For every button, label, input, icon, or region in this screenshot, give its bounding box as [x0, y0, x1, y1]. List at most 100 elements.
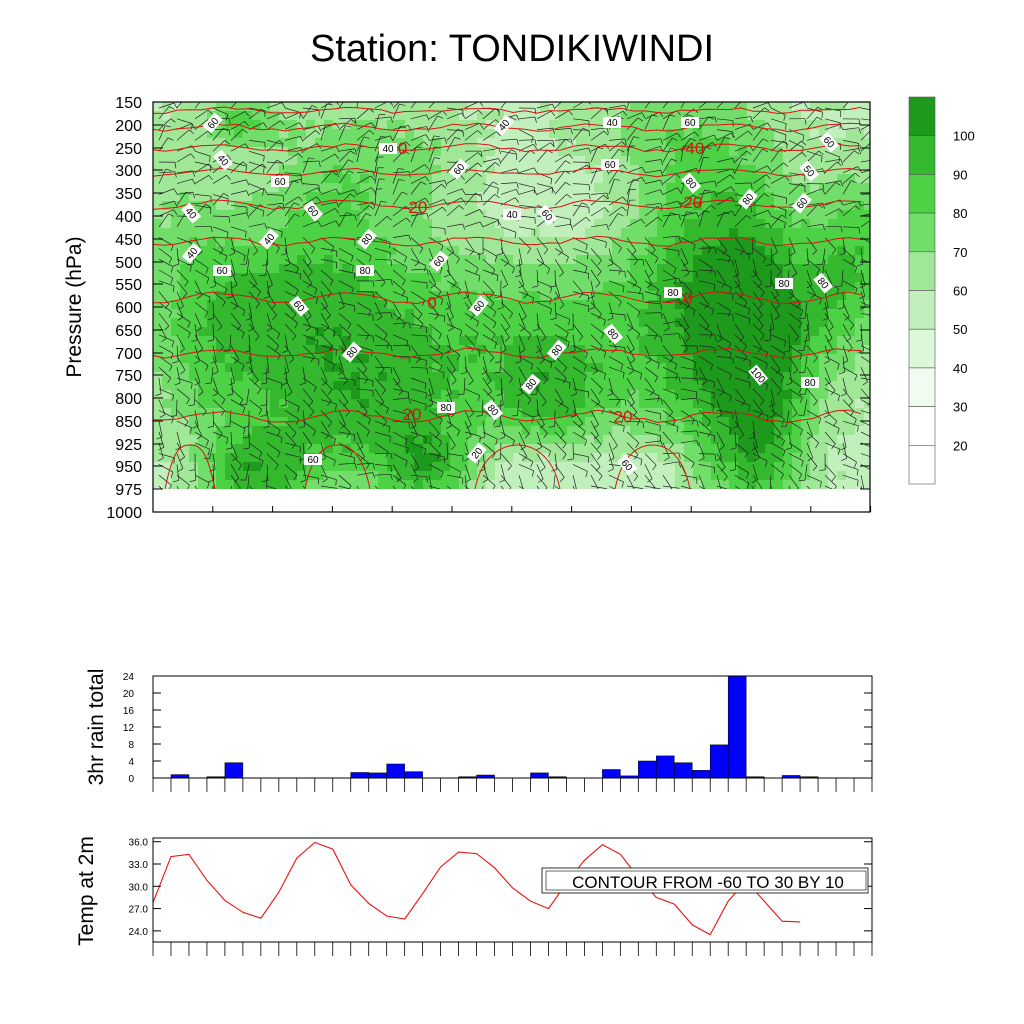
humidity-cell	[306, 372, 316, 382]
wind-barb	[734, 158, 743, 173]
humidity-cell	[693, 156, 703, 166]
wind-barb	[788, 302, 803, 311]
humidity-cell	[639, 219, 649, 229]
wind-barb	[410, 268, 427, 271]
humidity-cell	[360, 444, 370, 454]
wind-barb-flag	[511, 96, 516, 99]
humidity-cell	[639, 237, 649, 247]
humidity-cell	[594, 345, 604, 355]
humidity-cell	[648, 183, 658, 193]
wind-barb-flag	[246, 190, 250, 197]
wind-barb	[320, 103, 328, 119]
humidity-cell	[468, 363, 478, 373]
humidity-cell	[441, 453, 451, 463]
humidity-cell	[693, 417, 703, 427]
wind-barb	[338, 148, 355, 152]
humidity-cell	[675, 282, 685, 292]
wind-barb-flag	[742, 158, 749, 161]
wind-barb-flag	[164, 303, 170, 309]
humidity-cell	[423, 291, 433, 301]
humidity-cell	[198, 399, 208, 409]
humidity-cell	[729, 246, 739, 256]
humidity-cell	[837, 318, 847, 328]
humidity-cell	[648, 372, 658, 382]
humidity-cell	[783, 390, 793, 400]
humidity-cell	[486, 327, 496, 337]
humidity-cell	[369, 426, 379, 436]
humidity-cell	[369, 165, 379, 175]
wind-barb-flag	[227, 154, 232, 160]
humidity-cell	[477, 363, 487, 373]
wind-barb-flag	[636, 311, 641, 318]
wind-barb	[608, 258, 622, 270]
humidity-cell	[423, 390, 433, 400]
humidity-cell	[207, 426, 217, 436]
humidity-cell	[585, 219, 595, 229]
wind-barb-flag	[441, 184, 447, 189]
wind-barb-flag	[791, 272, 797, 278]
humidity-cell	[252, 264, 262, 274]
wind-barb-flag	[802, 135, 805, 142]
wind-barb	[806, 106, 819, 120]
wind-barb	[320, 124, 326, 141]
wind-barb	[320, 170, 337, 174]
humidity-cell	[720, 210, 730, 220]
humidity-cell	[207, 183, 217, 193]
humidity-cell	[432, 111, 442, 121]
humidity-cell	[513, 282, 523, 292]
humidity-cell	[828, 264, 838, 274]
humidity-cell	[684, 363, 694, 373]
wind-barb	[590, 147, 598, 163]
wind-barb	[662, 147, 671, 163]
humidity-cell	[468, 444, 478, 454]
humidity-cell	[252, 120, 262, 130]
humidity-cell	[711, 201, 721, 211]
humidity-cell	[450, 102, 460, 112]
humidity-cell	[612, 435, 622, 445]
wind-barb-flag	[177, 317, 183, 321]
humidity-cell	[612, 201, 622, 211]
humidity-cell	[783, 408, 793, 418]
wind-barb-flag	[217, 326, 223, 331]
wind-barb-flag	[729, 287, 732, 294]
wind-barb	[716, 132, 732, 141]
humidity-cell	[441, 354, 451, 364]
wind-barb	[626, 179, 634, 195]
humidity-cell	[387, 426, 397, 436]
wind-barb-flag	[266, 328, 273, 332]
wind-barb-flag	[305, 326, 311, 332]
humidity-cell	[639, 372, 649, 382]
humidity-cell	[819, 399, 829, 409]
wind-barb	[518, 139, 535, 141]
wind-barb	[338, 125, 346, 141]
wind-barb	[446, 259, 450, 276]
humidity-cell	[450, 471, 460, 481]
humidity-cell	[648, 435, 658, 445]
humidity-cell	[207, 345, 217, 355]
humidity-cell	[747, 228, 757, 238]
humidity-cell	[396, 399, 406, 409]
wind-barb-flag	[317, 220, 322, 227]
wind-barb-flag	[637, 117, 644, 122]
humidity-cell	[243, 183, 253, 193]
humidity-cell	[486, 174, 496, 184]
humidity-cell	[189, 390, 199, 400]
humidity-cell	[567, 246, 577, 256]
humidity-cell	[225, 309, 235, 319]
humidity-cell	[450, 192, 460, 202]
humidity-cell	[792, 372, 802, 382]
humidity-cell	[846, 219, 856, 229]
wind-barb-flag	[209, 156, 211, 163]
wind-barb	[194, 150, 211, 157]
humidity-cell	[828, 435, 838, 445]
wind-barb-flag	[657, 216, 663, 222]
humidity-cell	[369, 444, 379, 454]
humidity-cell	[369, 453, 379, 463]
humidity-cell	[819, 453, 829, 463]
humidity-cell	[828, 291, 838, 301]
humidity-cell	[171, 264, 181, 274]
humidity-cell	[459, 453, 469, 463]
wind-barb	[824, 124, 841, 130]
humidity-cell	[234, 147, 244, 157]
humidity-cell	[729, 363, 739, 373]
